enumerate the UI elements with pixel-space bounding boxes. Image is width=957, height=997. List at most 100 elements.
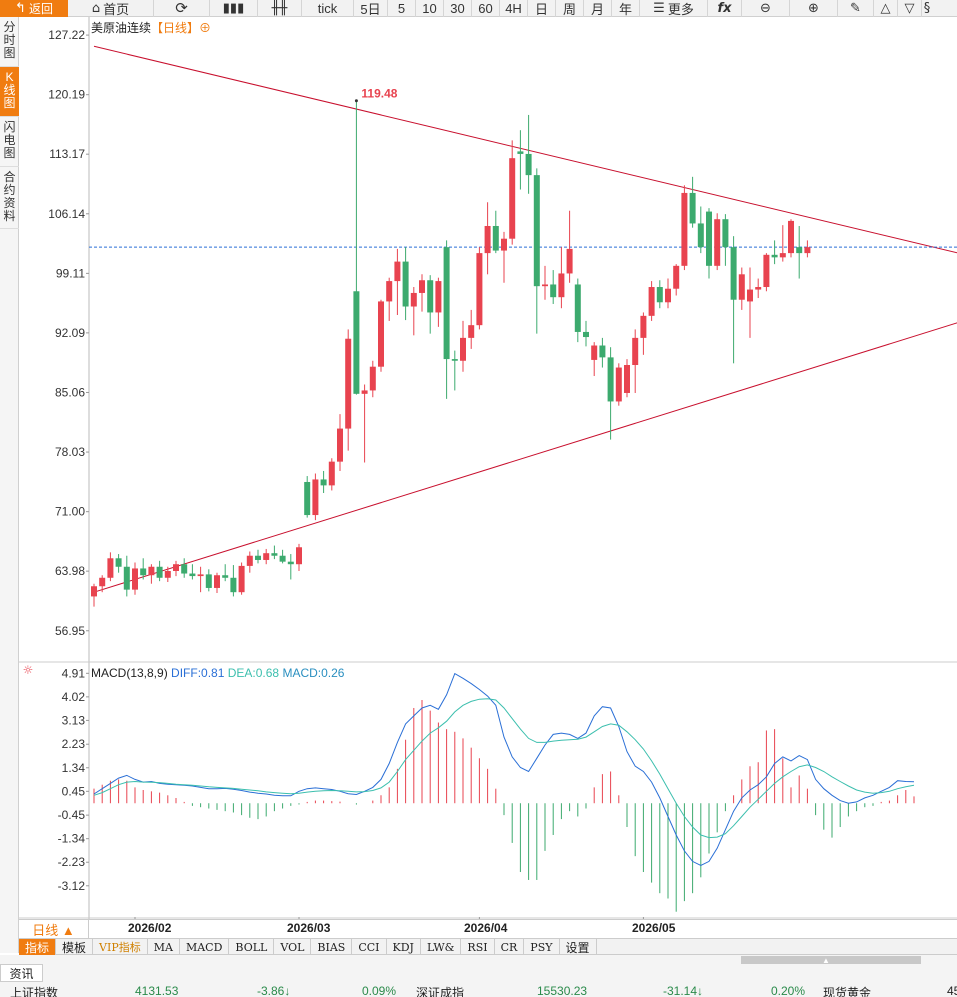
macd-tick-label: 4.91 bbox=[62, 666, 86, 680]
candle-body bbox=[665, 288, 671, 303]
tab-kline[interactable]: K线图 bbox=[0, 67, 19, 117]
kline-chart[interactable]: 127.22 120.19 113.17 106.14 99.11 92.09 85.06 7… bbox=[19, 17, 957, 919]
macd-settings-icon[interactable]: ☼ bbox=[23, 663, 34, 677]
indicator-tab-macd[interactable]: MACD bbox=[180, 939, 230, 955]
zoom-out-button[interactable]: ⊖ bbox=[742, 0, 790, 17]
indicator-tab-psy[interactable]: PSY bbox=[524, 939, 560, 955]
draw-line-button[interactable]: ✎ bbox=[838, 0, 874, 17]
indicator-tab-template[interactable]: 模板 bbox=[56, 939, 94, 955]
news-tab[interactable]: 资讯 bbox=[0, 964, 43, 982]
candle-body bbox=[361, 390, 368, 394]
indicator-tab-main[interactable]: 指标 bbox=[19, 939, 57, 955]
indicator-tab-vol[interactable]: VOL bbox=[274, 939, 312, 955]
candle-body bbox=[550, 284, 557, 298]
indicator-label: PSY bbox=[530, 940, 553, 954]
triangle-down-icon: ▽ bbox=[904, 0, 915, 16]
candle-body bbox=[345, 338, 352, 429]
bar-chart-icon: ▮▮▮ bbox=[222, 0, 245, 16]
period-tick[interactable]: tick bbox=[302, 0, 354, 17]
indicator-label: MA bbox=[153, 940, 173, 954]
candle-body bbox=[558, 273, 565, 298]
period-tick-label: tick bbox=[317, 0, 338, 16]
period-4h[interactable]: 4H bbox=[500, 0, 528, 17]
price-tick-label: 92.09 bbox=[55, 326, 85, 340]
indicator-tab-lwr[interactable]: LW& bbox=[421, 939, 462, 955]
period-5min[interactable]: 5 bbox=[388, 0, 416, 17]
toolbar-overflow[interactable]: § bbox=[922, 0, 932, 17]
tab-contract-info[interactable]: 合约资料 bbox=[0, 167, 19, 229]
candle-body bbox=[624, 365, 630, 393]
period-month[interactable]: 月 bbox=[584, 0, 612, 17]
period-60min-label: 60 bbox=[478, 0, 493, 16]
period-week-label: 周 bbox=[562, 1, 576, 17]
home-button[interactable]: ⌂ 首页 bbox=[68, 0, 154, 17]
tab-timeshare[interactable]: 分时图 bbox=[0, 17, 19, 67]
triangle-up-icon: △ bbox=[880, 0, 891, 16]
scroll-up-arrow-icon[interactable]: ▲ bbox=[822, 956, 830, 965]
ticker-name[interactable]: 上证指数 bbox=[10, 986, 59, 997]
period-week[interactable]: 周 bbox=[556, 0, 584, 17]
ticker-name[interactable]: 现货黄金 bbox=[823, 986, 872, 997]
macd-tick-label: 3.13 bbox=[62, 713, 86, 727]
candle-body bbox=[779, 253, 786, 258]
zoom-in-button[interactable]: ⊕ bbox=[790, 0, 838, 17]
formula-button[interactable]: fx bbox=[708, 0, 742, 17]
horizontal-scrollbar[interactable] bbox=[741, 956, 921, 964]
period-30min-label: 30 bbox=[450, 0, 465, 16]
candle-body bbox=[435, 281, 442, 313]
macd-tick-label: -0.45 bbox=[58, 808, 86, 822]
indicator-tab-ma[interactable]: MA bbox=[148, 939, 180, 955]
candle-body bbox=[328, 461, 335, 486]
candle-body bbox=[615, 367, 622, 402]
candle-body bbox=[730, 247, 737, 300]
ticker-change: -31.14↓ bbox=[663, 984, 704, 997]
add-icon[interactable]: ⊕ bbox=[199, 21, 212, 35]
period-30min[interactable]: 30 bbox=[444, 0, 472, 17]
candle-body bbox=[173, 564, 179, 571]
menu-icon: ☰ bbox=[653, 0, 665, 16]
candle-body bbox=[230, 577, 237, 593]
ticker-name[interactable]: 深证成指 bbox=[416, 986, 465, 997]
period-day[interactable]: 日 bbox=[528, 0, 556, 17]
indicator-tab-rsi[interactable]: RSI bbox=[461, 939, 495, 955]
period-year[interactable]: 年 bbox=[612, 0, 640, 17]
macd-tick-label: -3.12 bbox=[58, 879, 86, 893]
indicator-tab-boll[interactable]: BOLL bbox=[229, 939, 275, 955]
ticker-percent: 0.20% bbox=[771, 984, 806, 997]
candle-body bbox=[287, 561, 294, 565]
indicator-tab-cci[interactable]: CCI bbox=[352, 939, 387, 955]
period-10min[interactable]: 10 bbox=[416, 0, 444, 17]
indicator-tab-settings[interactable]: 设置 bbox=[560, 939, 597, 955]
draw-up-button[interactable]: △ bbox=[874, 0, 898, 17]
pen-icon: ✎ bbox=[850, 0, 861, 16]
period-60min[interactable]: 60 bbox=[472, 0, 500, 17]
period-5day[interactable]: 5日 bbox=[354, 0, 388, 17]
indicator-label: VIP指标 bbox=[99, 941, 141, 954]
top-toolbar: ↰ 返回 ⌂ 首页 ⟳ ▮▮▮ ╫╫ tick 5日 5 10 30 60 4H… bbox=[0, 0, 957, 17]
draw-down-button[interactable]: ▽ bbox=[898, 0, 922, 17]
indicator-tab-vip[interactable]: VIP指标 bbox=[93, 939, 148, 955]
candle-body bbox=[132, 568, 138, 590]
tab-kline-label: K线图 bbox=[3, 70, 16, 110]
period-select-button[interactable]: 日线 ▲ bbox=[19, 920, 89, 939]
candle-type-button[interactable]: ╫╫ bbox=[258, 0, 302, 17]
candle-body bbox=[533, 175, 540, 287]
left-view-tabs: 分时图 K线图 闪电图 合约资料 bbox=[0, 17, 19, 953]
candle-body bbox=[156, 566, 163, 578]
candle-body bbox=[369, 366, 376, 391]
candle-body bbox=[205, 574, 212, 588]
refresh-button[interactable]: ⟳ bbox=[154, 0, 210, 17]
candle-body bbox=[419, 280, 425, 293]
back-button[interactable]: ↰ 返回 bbox=[0, 0, 68, 17]
indicator-tab-kdj[interactable]: KDJ bbox=[387, 939, 421, 955]
chart-type-button[interactable]: ▮▮▮ bbox=[210, 0, 258, 17]
ticker-value: 4131.53 bbox=[135, 984, 179, 997]
indicator-tab-cr[interactable]: CR bbox=[495, 939, 525, 955]
more-button[interactable]: ☰ 更多 bbox=[640, 0, 708, 17]
tab-flash[interactable]: 闪电图 bbox=[0, 117, 19, 167]
candle-body bbox=[632, 337, 639, 366]
indicator-tab-bias[interactable]: BIAS bbox=[311, 939, 353, 955]
candle-body bbox=[427, 280, 434, 313]
indicator-label: 模板 bbox=[62, 940, 87, 955]
candle-body bbox=[656, 287, 663, 303]
